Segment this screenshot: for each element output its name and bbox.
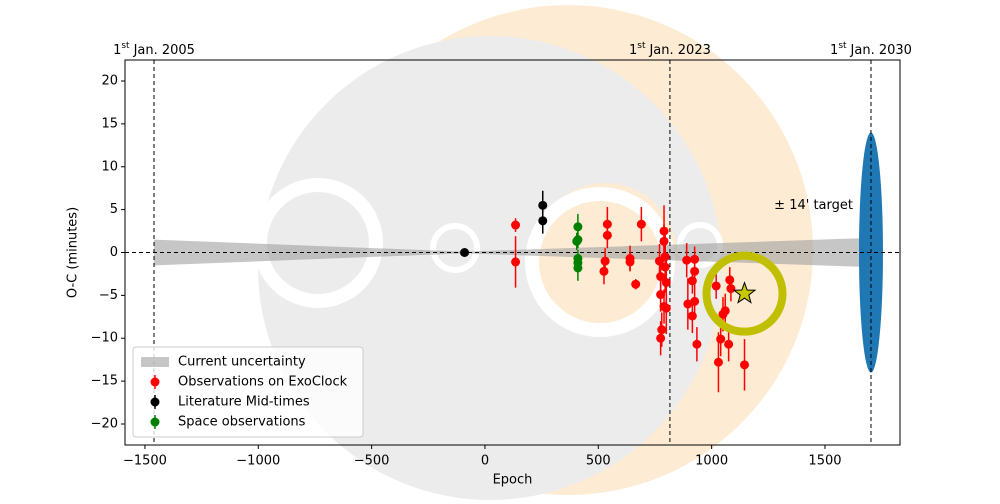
legend-label: Observations on ExoClock — [178, 375, 348, 390]
data-point — [573, 222, 583, 232]
y-tick-label: 5 — [110, 202, 118, 217]
x-tick-label: 1000 — [695, 454, 728, 469]
data-point — [690, 296, 700, 306]
data-point — [690, 266, 700, 276]
data-point — [636, 219, 646, 229]
y-axis-label: O-C (minutes) — [66, 207, 81, 298]
data-point — [538, 200, 548, 210]
data-point — [657, 325, 667, 335]
data-point — [682, 255, 692, 265]
legend-swatch — [150, 417, 160, 427]
x-tick-label: 1500 — [808, 454, 841, 469]
data-point — [656, 272, 666, 282]
target-label: ± 14' target — [774, 198, 853, 213]
epoch-label-day: 1 — [113, 43, 121, 58]
data-point — [602, 230, 612, 240]
legend-swatch — [150, 397, 160, 407]
legend-swatch — [150, 377, 160, 387]
data-point — [683, 299, 693, 309]
data-point — [687, 311, 697, 321]
epoch-label-text: Jan. 2005 — [133, 43, 195, 58]
data-point — [711, 281, 721, 291]
data-point — [656, 333, 666, 343]
data-point — [659, 236, 669, 246]
epoch-label-suffix: st — [838, 41, 847, 51]
data-point — [720, 306, 730, 316]
data-point — [572, 236, 582, 246]
prediction-ring — [702, 251, 787, 336]
data-point — [538, 216, 548, 226]
data-point — [573, 263, 583, 273]
epoch-label-day: 1 — [629, 43, 637, 58]
data-point — [692, 339, 702, 349]
epoch-label-text: Jan. 2030 — [850, 43, 912, 58]
y-tick-label: −15 — [91, 374, 118, 389]
data-point — [740, 360, 750, 370]
x-tick-label: −1000 — [236, 454, 280, 469]
epoch-label-day: 1 — [830, 43, 838, 58]
data-point — [460, 248, 470, 257]
data-point — [713, 357, 723, 367]
data-point — [625, 257, 635, 267]
y-tick-label: −20 — [91, 416, 118, 431]
data-point — [726, 284, 736, 294]
epoch-label-text: Jan. 2023 — [648, 43, 710, 58]
x-tick-label: 500 — [586, 454, 611, 469]
epoch-label: 1st Jan. 2023 — [629, 41, 711, 58]
y-tick-label: 10 — [101, 159, 118, 174]
data-point — [724, 339, 734, 349]
data-point — [660, 262, 670, 272]
data-point — [511, 257, 521, 267]
y-tick-label: −10 — [91, 331, 118, 346]
data-point — [725, 275, 735, 285]
y-tick-label: −5 — [99, 288, 118, 303]
data-point — [716, 334, 726, 344]
data-point — [659, 302, 669, 312]
y-tick-label: 20 — [101, 74, 118, 89]
epoch-label-suffix: st — [637, 41, 646, 51]
legend-swatch — [141, 357, 169, 367]
y-tick-label: 0 — [110, 245, 118, 260]
data-point — [600, 256, 610, 266]
epoch-label-suffix: st — [121, 41, 130, 51]
prediction-star — [732, 281, 757, 304]
data-point — [687, 276, 697, 286]
x-tick-label: −1500 — [123, 454, 167, 469]
epoch-label: 1st Jan. 2005 — [113, 41, 195, 58]
x-axis-label: Epoch — [493, 473, 533, 488]
legend-label: Current uncertainty — [178, 355, 306, 370]
x-tick-label: −500 — [354, 454, 390, 469]
data-point — [599, 266, 609, 276]
legend-box — [132, 346, 364, 438]
data-point — [631, 279, 641, 289]
y-tick-label: 15 — [101, 116, 118, 131]
data-point — [656, 290, 666, 300]
epoch-label: 1st Jan. 2030 — [830, 41, 912, 58]
data-point — [511, 220, 521, 230]
legend-label: Space observations — [178, 415, 306, 430]
x-tick-label: 0 — [481, 454, 489, 469]
legend-label: Literature Mid-times — [178, 395, 310, 410]
